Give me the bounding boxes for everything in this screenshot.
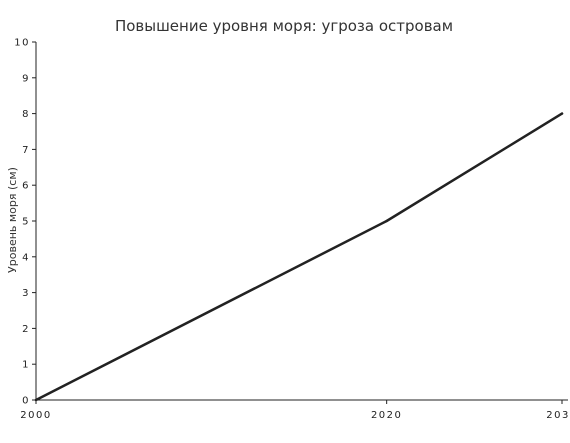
y-tick-label: 7 [22, 145, 30, 156]
x-tick-label: 2030 [546, 410, 570, 421]
axes [35, 42, 568, 401]
data-point [385, 219, 388, 223]
x-axis-ticks: 2000 2020 2030 [20, 400, 570, 421]
y-tick-label: 4 [22, 252, 30, 263]
data-point [560, 112, 564, 115]
y-tick-label: 5 [22, 217, 30, 228]
y-tick-label: 9 [22, 73, 30, 84]
y-tick-label: 8 [22, 109, 30, 120]
y-axis-label: Уровень моря (см) [6, 167, 19, 273]
x-tick-label: 2000 [20, 410, 51, 421]
y-axis-ticks: 0 1 2 3 4 5 6 7 8 9 10 [14, 38, 36, 407]
y-tick-label: 3 [22, 288, 30, 299]
series-line [34, 112, 564, 402]
x-tick-label: 2020 [371, 410, 402, 421]
y-tick-label: 10 [14, 38, 30, 49]
y-tick-label: 2 [22, 324, 30, 335]
y-tick-label: 6 [22, 181, 30, 192]
y-tick-label: 1 [22, 360, 30, 371]
data-point [34, 398, 38, 402]
y-tick-label: 0 [22, 396, 30, 407]
series-layer [34, 112, 564, 402]
chart-title: Повышение уровня моря: угроза островам [115, 17, 453, 35]
